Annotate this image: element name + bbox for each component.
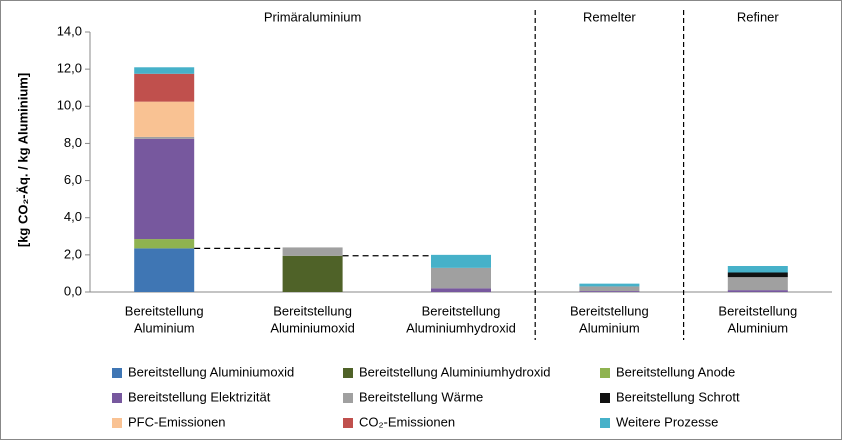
x-tick-label: Bereitstellung — [273, 303, 352, 318]
bar-segment — [579, 286, 640, 292]
y-axis-label: [kg CO₂-Äq. / kg Aluminium] — [15, 73, 30, 247]
legend-swatch — [112, 393, 122, 403]
x-tick-label: Aluminium — [134, 320, 195, 335]
bar-segment — [134, 138, 195, 240]
bar-segment — [282, 247, 343, 256]
legend-swatch — [343, 393, 353, 403]
legend-label: Bereitstellung Elektrizität — [128, 389, 271, 404]
legend-swatch — [343, 418, 353, 428]
bar-segment — [727, 290, 788, 292]
x-tick-label: Bereitstellung — [570, 303, 649, 318]
bar-segment — [431, 288, 491, 292]
legend-label: PFC-Emissionen — [128, 414, 226, 429]
y-tick-label: 14,0 — [57, 23, 82, 38]
bar-segment — [134, 248, 195, 292]
x-tick-label: Aluminium — [579, 320, 640, 335]
bar-segment — [431, 267, 491, 289]
y-tick-label: 2,0 — [64, 246, 82, 261]
x-tick-label: Bereitstellung — [125, 303, 204, 318]
x-tick-label: Bereitstellung — [422, 303, 501, 318]
bar-segment — [282, 255, 343, 292]
bar-segment — [134, 136, 195, 139]
legend-label: CO₂-Emissionen — [359, 414, 455, 429]
y-tick-label: 0,0 — [64, 283, 82, 298]
legend-label: Bereitstellung Aluminiumhydroxid — [359, 364, 550, 379]
x-tick-label: Aluminium — [727, 320, 788, 335]
bar-segment — [579, 283, 640, 287]
legend-swatch — [600, 393, 610, 403]
y-tick-label: 12,0 — [57, 61, 82, 76]
bar-segment — [431, 254, 491, 268]
legend-label: Bereitstellung Anode — [616, 364, 735, 379]
bar-segment — [134, 73, 195, 102]
y-tick-label: 6,0 — [64, 172, 82, 187]
bar-segment — [134, 67, 195, 74]
group-label: Remelter — [583, 9, 636, 24]
legend-swatch — [112, 418, 122, 428]
legend-label: Weitere Prozesse — [616, 414, 718, 429]
legend-label: Bereitstellung Schrott — [616, 389, 740, 404]
legend-label: Bereitstellung Wärme — [359, 389, 483, 404]
bar-segment — [134, 101, 195, 137]
x-tick-label: Bereitstellung — [718, 303, 797, 318]
group-label: Primäraluminium — [264, 9, 362, 24]
legend-swatch — [600, 368, 610, 378]
group-label: Refiner — [737, 9, 780, 24]
bar-segment — [134, 239, 195, 249]
legend-label: Bereitstellung Aluminiumoxid — [128, 364, 294, 379]
bar-segment — [727, 272, 788, 278]
y-tick-label: 8,0 — [64, 135, 82, 150]
bar-segment — [727, 266, 788, 273]
legend-swatch — [112, 368, 122, 378]
x-tick-label: Aluminiumhydroxid — [406, 320, 516, 335]
x-tick-label: Aluminiumoxid — [270, 320, 355, 335]
bar-segment — [579, 291, 640, 292]
y-tick-label: 10,0 — [57, 98, 82, 113]
y-tick-label: 4,0 — [64, 209, 82, 224]
legend-swatch — [600, 418, 610, 428]
bar-segment — [727, 277, 788, 291]
legend-swatch — [343, 368, 353, 378]
